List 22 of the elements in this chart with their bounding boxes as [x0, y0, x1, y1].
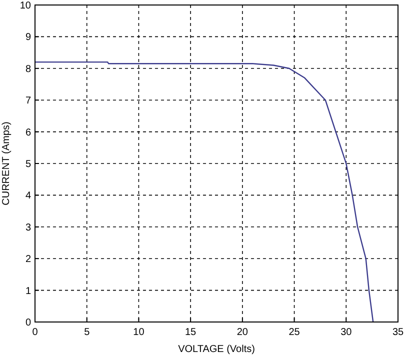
x-tick-label: 10: [133, 327, 145, 338]
x-axis-title: VOLTAGE (Volts): [178, 344, 255, 355]
y-tick-label: 0: [25, 318, 32, 328]
y-tick-label: 7: [25, 96, 32, 107]
x-tick-label: 15: [185, 327, 197, 338]
y-tick-label: 8: [25, 64, 32, 75]
y-tick-label: 1: [25, 286, 32, 297]
y-tick-label: 10: [20, 0, 32, 12]
x-tick-label: 0: [32, 327, 38, 338]
x-tick-label: 35: [392, 327, 404, 338]
y-tick-label: 9: [25, 32, 32, 44]
x-tick-label: 25: [288, 327, 300, 338]
y-axis-title: CURRENT (Amps): [1, 122, 12, 206]
y-tick-label: 5: [25, 159, 32, 170]
x-tick-label: 20: [236, 327, 248, 338]
y-tick-label: 6: [25, 127, 32, 138]
x-tick-label: 5: [84, 327, 90, 338]
y-tick-label: 3: [25, 222, 32, 234]
x-tick-label: 30: [340, 327, 352, 338]
line-series: [34, 61, 374, 323]
y-tick-label: 4: [25, 190, 32, 202]
y-tick-label: 2: [25, 254, 32, 266]
